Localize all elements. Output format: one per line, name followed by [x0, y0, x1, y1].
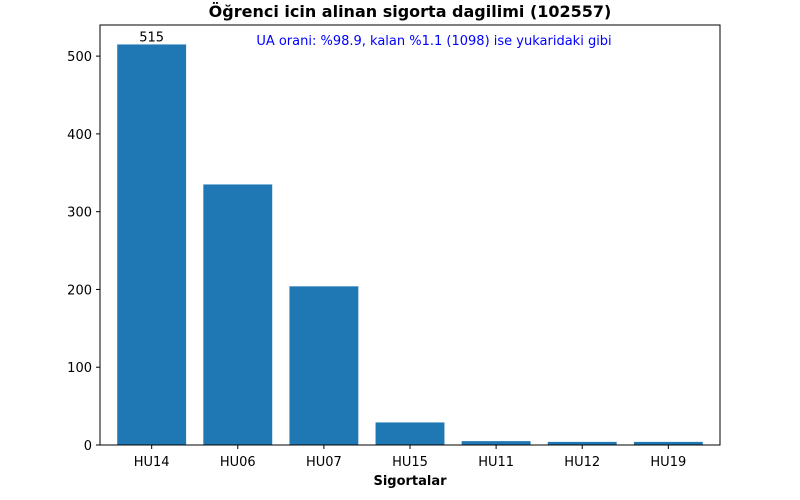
bar-hu11 [461, 441, 531, 445]
bar-hu07 [289, 286, 359, 445]
data-labels-group: 515 [139, 30, 164, 45]
bar-hu06 [203, 184, 273, 445]
y-axis: 0 100 200 300 400 500 [67, 50, 100, 454]
y-tick-label: 500 [67, 50, 92, 65]
bars-group [117, 44, 703, 445]
chart-title: Öğrenci icin alinan sigorta dagilimi (10… [209, 2, 612, 21]
y-tick-label: 200 [67, 283, 92, 298]
bar-hu19 [633, 441, 703, 445]
y-tick-label: 400 [67, 128, 92, 143]
bar-hu15 [375, 422, 445, 445]
data-label: 515 [139, 30, 164, 45]
x-tick-label: HU11 [478, 455, 514, 470]
x-tick-label: HU07 [306, 455, 342, 470]
x-tick-label: HU15 [392, 455, 428, 470]
x-axis-label: Sigortalar [373, 474, 447, 489]
y-tick-label: 300 [67, 206, 92, 221]
x-tick-label: HU06 [220, 455, 256, 470]
y-tick-label: 100 [67, 361, 92, 376]
x-axis: HU14 HU06 HU07 HU15 HU11 HU12 HU19 [134, 445, 686, 470]
plot-frame [99, 24, 721, 446]
bar-hu14 [117, 44, 187, 445]
chart-annotation: UA orani: %98.9, kalan %1.1 (1098) ise y… [256, 34, 611, 49]
x-tick-label: HU14 [134, 455, 170, 470]
y-tick-label: 0 [84, 439, 92, 454]
x-tick-label: HU12 [564, 455, 600, 470]
bar-hu12 [547, 441, 617, 445]
x-tick-label: HU19 [650, 455, 686, 470]
